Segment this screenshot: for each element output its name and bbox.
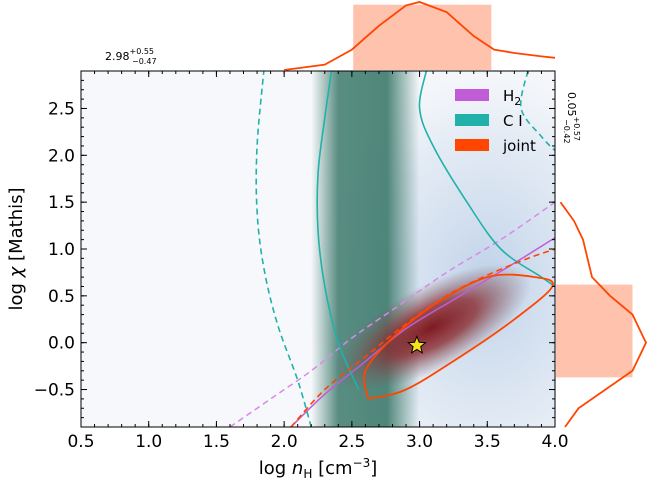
x-tick-label: 0.5 xyxy=(67,432,94,452)
legend-label-joint: joint xyxy=(502,137,536,155)
h2-inner-contour xyxy=(290,237,555,427)
y-marginal-density xyxy=(559,201,647,428)
legend-swatch-ci xyxy=(455,114,489,126)
x-marginal-annotation: 2.98+0.55 −0.47 xyxy=(105,47,157,66)
y-axis-title: log χ [Mathis] xyxy=(6,187,27,310)
y-tick-label: 0.5 xyxy=(48,287,75,307)
legend: H2 C I joint xyxy=(455,87,536,155)
joint-inner-contour xyxy=(363,273,554,400)
y-tick-label: 1.5 xyxy=(48,193,75,213)
legend-swatch-joint xyxy=(455,139,489,151)
x-marginal-density xyxy=(283,1,556,71)
y-tick-label: 2.5 xyxy=(48,99,75,119)
x-tick-label: 2.5 xyxy=(338,432,365,452)
ci-inner-contour-right xyxy=(418,71,555,288)
y-tick-label: 0.0 xyxy=(48,334,75,354)
h2-outer-contour xyxy=(229,201,555,427)
marginal-distributions xyxy=(283,1,647,428)
y-tick-label: −0.5 xyxy=(34,381,75,401)
x-tick-label: 1.5 xyxy=(203,432,230,452)
y-marginal-credible-interval xyxy=(556,284,633,378)
y-tick-label: 2.0 xyxy=(48,146,75,166)
ci-inner-contour-left xyxy=(316,71,360,390)
x-tick-label: 4.0 xyxy=(541,432,568,452)
x-tick-label: 1.0 xyxy=(135,432,162,452)
legend-label-h2: H2 xyxy=(503,87,521,108)
x-tick-label: 3.0 xyxy=(406,432,433,452)
plot-background xyxy=(81,71,555,427)
legend-swatch-h2 xyxy=(455,89,489,101)
x-tick-label: 2.0 xyxy=(271,432,298,452)
y-marginal-annotation: 0.05+0.57−0.42 xyxy=(562,92,581,144)
x-marginal-credible-interval xyxy=(353,4,492,70)
y-tick-label: 1.0 xyxy=(48,240,75,260)
axis-ticks: 0.5 1.0 1.5 2.0 2.5 3.0 3.5 4.0 −0.5 0.0 0.5 1.0 1.5… xyxy=(34,70,569,452)
x-axis-title: log nH [cm−3] xyxy=(259,456,378,481)
contour-lines xyxy=(229,71,555,427)
best-fit-star-marker xyxy=(407,335,427,354)
x-tick-label: 3.5 xyxy=(474,432,501,452)
density-joint-core xyxy=(332,263,531,392)
legend-label-ci: C I xyxy=(503,112,523,130)
ci-outer-contour-right xyxy=(519,71,555,152)
